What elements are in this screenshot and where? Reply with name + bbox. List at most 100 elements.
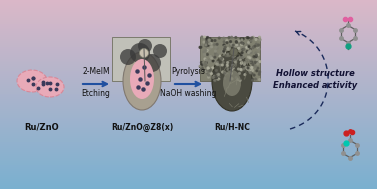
- Circle shape: [221, 64, 223, 66]
- Circle shape: [217, 47, 218, 49]
- Circle shape: [225, 66, 227, 67]
- Circle shape: [215, 53, 216, 55]
- Ellipse shape: [223, 70, 241, 96]
- Circle shape: [238, 45, 239, 47]
- Circle shape: [209, 38, 211, 40]
- Circle shape: [242, 43, 244, 44]
- Circle shape: [224, 77, 225, 79]
- Text: 2-MeIM: 2-MeIM: [82, 67, 110, 76]
- Circle shape: [143, 54, 161, 72]
- Circle shape: [237, 78, 239, 80]
- Circle shape: [210, 43, 212, 44]
- Circle shape: [248, 52, 250, 53]
- Circle shape: [219, 55, 221, 57]
- Text: Ru/H-NC: Ru/H-NC: [214, 122, 250, 132]
- Circle shape: [205, 65, 207, 67]
- Circle shape: [222, 71, 224, 73]
- Circle shape: [240, 38, 242, 40]
- Circle shape: [241, 55, 242, 57]
- Circle shape: [209, 39, 211, 41]
- Circle shape: [231, 60, 233, 62]
- Circle shape: [249, 50, 251, 52]
- Circle shape: [242, 38, 244, 40]
- Circle shape: [241, 57, 243, 58]
- Circle shape: [259, 61, 261, 63]
- Circle shape: [205, 43, 207, 45]
- Circle shape: [246, 61, 248, 63]
- Circle shape: [235, 37, 237, 38]
- Circle shape: [255, 62, 257, 64]
- Circle shape: [227, 68, 229, 70]
- FancyBboxPatch shape: [112, 37, 170, 81]
- Circle shape: [203, 51, 205, 53]
- Circle shape: [242, 49, 244, 50]
- Circle shape: [242, 56, 244, 58]
- Circle shape: [248, 67, 250, 69]
- Circle shape: [208, 43, 210, 45]
- Circle shape: [205, 37, 207, 39]
- Circle shape: [239, 57, 241, 58]
- Circle shape: [201, 67, 203, 69]
- Circle shape: [246, 37, 248, 39]
- Circle shape: [247, 43, 248, 45]
- Circle shape: [208, 76, 210, 78]
- Circle shape: [139, 49, 149, 57]
- Circle shape: [208, 68, 210, 70]
- Circle shape: [204, 36, 205, 38]
- Circle shape: [205, 44, 207, 46]
- Circle shape: [205, 44, 207, 46]
- Circle shape: [239, 72, 241, 74]
- Circle shape: [205, 42, 207, 44]
- Circle shape: [236, 41, 238, 43]
- Circle shape: [209, 70, 211, 71]
- Circle shape: [248, 42, 250, 43]
- Circle shape: [226, 42, 228, 43]
- Circle shape: [206, 40, 208, 42]
- Circle shape: [251, 67, 253, 69]
- Circle shape: [250, 40, 252, 42]
- Circle shape: [208, 43, 210, 45]
- Circle shape: [230, 48, 232, 50]
- Circle shape: [223, 53, 225, 55]
- Circle shape: [258, 48, 260, 50]
- Circle shape: [216, 77, 218, 79]
- Text: Ru/ZnO: Ru/ZnO: [25, 122, 59, 132]
- Circle shape: [247, 37, 249, 39]
- Circle shape: [229, 69, 231, 71]
- Circle shape: [204, 70, 205, 72]
- Circle shape: [237, 56, 239, 57]
- Circle shape: [239, 78, 241, 80]
- Circle shape: [211, 56, 213, 58]
- Circle shape: [255, 39, 257, 40]
- Circle shape: [231, 47, 233, 49]
- Circle shape: [230, 67, 232, 69]
- Circle shape: [138, 39, 152, 53]
- Circle shape: [130, 43, 150, 63]
- Circle shape: [248, 66, 250, 68]
- Circle shape: [251, 37, 253, 39]
- Circle shape: [206, 70, 207, 72]
- Circle shape: [251, 79, 253, 81]
- Circle shape: [216, 62, 218, 64]
- Circle shape: [221, 57, 222, 59]
- Circle shape: [249, 70, 251, 72]
- Circle shape: [255, 57, 257, 59]
- Circle shape: [256, 70, 258, 72]
- Circle shape: [208, 48, 210, 50]
- Text: Enhanced activity: Enhanced activity: [273, 81, 357, 91]
- Circle shape: [199, 66, 201, 67]
- Text: Etching: Etching: [81, 89, 110, 98]
- Circle shape: [205, 70, 207, 72]
- Circle shape: [204, 53, 205, 55]
- Circle shape: [248, 46, 250, 48]
- Circle shape: [217, 64, 219, 66]
- Text: Pyrolysis: Pyrolysis: [172, 67, 205, 76]
- Circle shape: [241, 61, 243, 63]
- Circle shape: [253, 36, 254, 38]
- Circle shape: [246, 46, 248, 48]
- Circle shape: [241, 42, 243, 44]
- Circle shape: [252, 47, 254, 49]
- Circle shape: [224, 71, 225, 73]
- Circle shape: [235, 61, 236, 63]
- Circle shape: [256, 45, 258, 47]
